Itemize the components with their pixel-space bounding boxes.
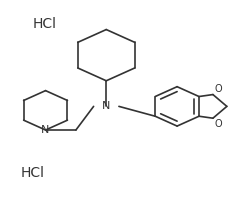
Text: O: O bbox=[213, 84, 221, 94]
Text: N: N bbox=[41, 125, 50, 135]
Text: HCl: HCl bbox=[20, 166, 44, 180]
Text: N: N bbox=[102, 101, 110, 111]
Text: O: O bbox=[213, 119, 221, 129]
Text: HCl: HCl bbox=[33, 17, 57, 31]
